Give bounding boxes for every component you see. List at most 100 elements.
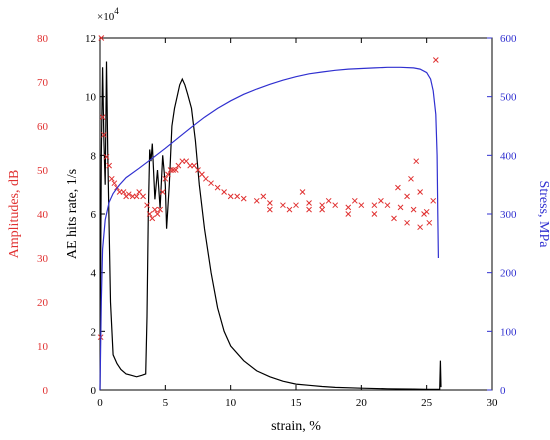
amplitude-point — [253, 197, 260, 204]
amplitude-point — [154, 211, 161, 217]
amplitude-point — [408, 175, 414, 182]
amplitude-point — [413, 158, 420, 165]
amplitude-point — [417, 189, 423, 195]
x-tick-label: 0 — [97, 397, 103, 409]
x-tick-label: 20 — [356, 397, 368, 409]
hits-axis-multiplier: ×104 — [97, 6, 119, 23]
amplitude-point — [306, 200, 312, 206]
amplitude-point — [267, 206, 273, 213]
amplitude-point — [432, 57, 439, 63]
amplitude-tick-label: 60 — [37, 121, 49, 133]
amplitude-point — [227, 193, 234, 200]
amplitude-point — [214, 184, 221, 191]
hits-tick-label: 4 — [91, 268, 97, 280]
amplitude-tick-label: 40 — [37, 209, 49, 221]
amplitude-point — [404, 193, 410, 200]
amplitude-point — [144, 202, 150, 209]
amplitude-point — [267, 200, 273, 206]
amplitude-point — [319, 202, 325, 209]
x-tick-label: 5 — [163, 397, 169, 409]
amplitude-point — [108, 175, 115, 182]
amplitude-point — [240, 195, 247, 202]
amplitude-point — [101, 131, 107, 138]
stress-tick-label: 0 — [500, 385, 506, 397]
amplitude-point — [345, 211, 352, 217]
amplitude-point — [417, 224, 423, 231]
amplitude-point — [159, 189, 166, 195]
amplitude-point — [391, 215, 397, 222]
amplitude-tick-label: 10 — [37, 341, 49, 353]
amplitude-point — [280, 202, 286, 209]
amplitude-point — [371, 202, 378, 209]
stress-tick-label: 500 — [500, 92, 517, 104]
stress-tick-label: 200 — [500, 268, 517, 280]
amplitude-tick-label: 30 — [37, 253, 49, 265]
hits-tick-label: 12 — [85, 33, 96, 45]
amplitude-point — [170, 167, 177, 173]
stress-axis-title: Stress, MPa — [536, 181, 550, 249]
hits-axis-title: AE hits rate, 1/s — [65, 169, 80, 259]
amplitude-point — [152, 206, 158, 213]
amplitude-point — [221, 189, 227, 195]
hits-tick-label: 8 — [91, 150, 97, 162]
amplitude-point — [426, 219, 433, 226]
amplitude-point — [351, 197, 358, 204]
amplitude-point — [378, 197, 384, 204]
amplitude-point — [133, 193, 140, 200]
hits-tick-label: 0 — [91, 385, 97, 397]
stress-tick-label: 300 — [500, 209, 517, 221]
amplitude-point — [103, 153, 110, 160]
amplitude-tick-label: 50 — [37, 165, 49, 177]
amplitude-point — [371, 211, 378, 217]
amplitude-axis-title: Amplitudes, dB — [7, 170, 22, 259]
amplitude-point — [430, 197, 437, 204]
amplitude-point — [165, 171, 171, 178]
amplitude-tick-label: 20 — [37, 297, 49, 309]
hits-series-line — [99, 61, 442, 391]
amplitude-point — [384, 202, 391, 209]
amplitude-point — [332, 202, 339, 209]
x-axis-title: strain, % — [271, 419, 321, 434]
amplitude-point — [293, 202, 299, 209]
amplitude-point — [208, 180, 214, 187]
hits-tick-label: 10 — [85, 92, 97, 104]
amplitude-point — [162, 175, 169, 182]
amplitude-point — [120, 189, 127, 195]
amplitude-point — [395, 184, 401, 191]
amplitude-point — [404, 219, 410, 226]
amplitude-point — [146, 211, 153, 217]
amplitude-point — [140, 193, 146, 200]
x-tick-label: 15 — [291, 397, 303, 409]
amplitude-point — [397, 204, 404, 211]
amplitude-point — [149, 215, 156, 222]
stress-series-line — [99, 66, 439, 391]
amplitude-point — [99, 114, 106, 121]
amplitude-point — [234, 193, 241, 200]
amplitude-point — [202, 175, 209, 182]
amplitude-point — [325, 197, 332, 204]
hits-tick-label: 2 — [91, 326, 97, 338]
amplitude-point — [345, 204, 352, 211]
x-tick-label: 30 — [487, 397, 499, 409]
amplitude-point — [299, 189, 306, 195]
amplitude-tick-label: 70 — [37, 77, 49, 89]
amplitude-point — [319, 206, 325, 213]
stress-tick-label: 400 — [500, 150, 517, 162]
x-tick-label: 10 — [225, 397, 237, 409]
stress-tick-label: 600 — [500, 33, 517, 45]
amplitude-point — [410, 206, 417, 213]
amplitude-tick-label: 80 — [37, 33, 49, 45]
amplitude-point — [98, 35, 105, 41]
amplitude-point — [306, 206, 312, 213]
amplitude-point — [421, 211, 427, 217]
amplitude-point — [106, 162, 113, 169]
hits-tick-label: 6 — [91, 209, 97, 221]
amplitude-point — [260, 193, 267, 200]
amplitude-point — [111, 180, 118, 187]
stress-tick-label: 100 — [500, 326, 517, 338]
tick-labels: 0 5 10 15 20 25 300246810120102030405060708001… — [37, 33, 517, 409]
amplitude-point — [157, 206, 163, 213]
amplitude-tick-label: 0 — [43, 385, 49, 397]
amplitude-point — [167, 167, 174, 173]
